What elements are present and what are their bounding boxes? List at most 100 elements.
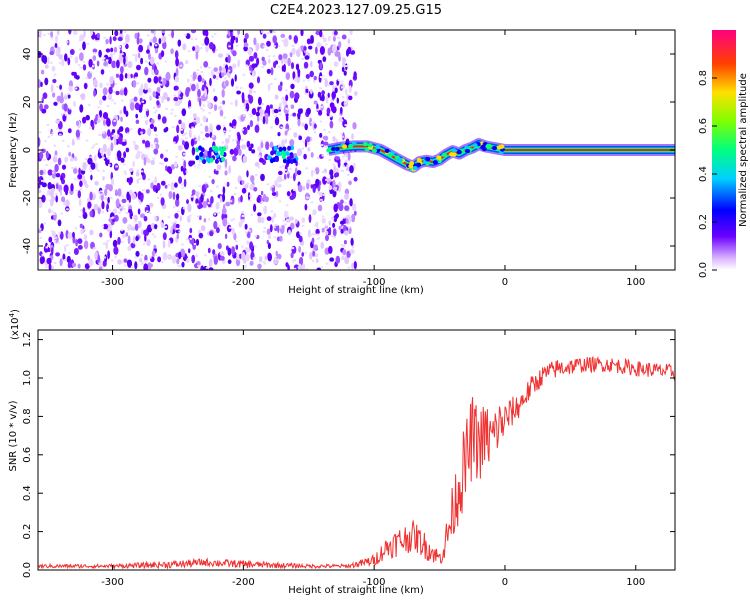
spectrogram-cluster-cell [281,154,286,160]
spectrogram-noise-dot [325,95,329,104]
spectrogram-faint-cell [267,32,270,35]
spectrogram-noise-dot [88,258,94,267]
spectrogram-noise-dot [120,157,125,163]
spectrogram-noise-dot [124,73,128,79]
spectrogram-faint-cell [157,196,160,199]
spectrogram-faint-cell [98,206,102,209]
spectrogram-noise-dot [232,155,237,162]
spectrogram-faint-cell [108,227,112,230]
spectrogram-noise-dot [333,30,338,36]
spectrogram-faint-cell [308,197,311,200]
spectrogram-noise-dot [97,114,101,124]
spectrogram-faint-cell [347,174,350,176]
spectrogram-faint-cell [325,43,328,46]
spectrogram-noise-dot [154,215,157,221]
spectrogram-faint-cell [53,240,57,243]
spectrogram-noise-dot [292,112,297,117]
spectrogram-noise-dot [71,262,77,268]
spectrogram-noise-dot [339,106,343,114]
spectrogram-faint-cell [91,146,94,149]
spectrogram-faint-cell [92,192,95,195]
spectrogram-noise-dot [224,158,228,168]
spectrogram-noise-dot [121,141,127,146]
spectrogram-faint-cell [301,147,305,150]
spectrogram-faint-cell [211,135,215,138]
spectrogram-y-ticks: 40 20 0 -20 -40 [22,48,675,254]
spectrogram-faint-cell [109,197,113,199]
spectrogram-noise-dot [129,102,135,111]
spectrogram-noise-dot [349,165,354,174]
spectrogram-noise-dot [137,150,141,159]
spectrogram-noise-dot [75,75,80,80]
spectrogram-noise-dot [278,54,283,61]
spectrogram-faint-cell [213,33,217,36]
spectrogram-noise-dot [174,50,179,59]
spectrogram-faint-cell [200,70,204,73]
spectrogram-noise-dot [117,129,120,135]
spectrogram-faint-cell [237,116,240,119]
spectrogram-faint-cell [65,41,69,44]
spectrogram-noise-dot [271,216,275,224]
spectrogram-noise-dot [246,240,250,245]
spectrogram-faint-cell [124,31,127,34]
spectrogram-noise-dot [123,87,128,96]
spectrogram-noise-dot [150,118,155,125]
spectrogram-faint-cell [122,205,125,208]
spectrogram-faint-cell [183,153,186,156]
spectrogram-faint-cell [118,211,121,214]
spectrogram-faint-cell [50,134,53,136]
spectrogram-y-tick-label: -40 [22,238,33,254]
spectrogram-noise-dot [339,220,345,225]
spectrogram-noise-dot [231,246,236,256]
spectrogram-noise-dot [197,135,201,142]
spectrogram-noise-dot [144,140,151,149]
spectrogram-noise-dot [49,51,54,56]
spectrogram-noise-dot [249,241,254,251]
spectrogram-noise-dot [240,219,245,224]
spectrogram-noise-dot [74,156,78,161]
spectrogram-noise-dot [250,175,255,183]
spectrogram-faint-cell [171,108,174,111]
spectrogram-faint-cell [341,86,344,89]
spectrogram-faint-cell [97,106,100,109]
spectrogram-noise-dot [305,74,310,79]
spectrogram-noise-dot [203,218,207,223]
spectrogram-noise-dot [111,60,117,69]
ridge-cell [412,166,418,171]
spectrogram-faint-cell [210,190,213,193]
spectrogram-noise-dot [91,123,95,131]
spectrogram-noise-dot [289,216,294,221]
spectrogram-faint-cell [325,227,328,230]
spectrogram-noise-dot [254,124,260,133]
spectrogram-noise-dot [116,134,120,139]
spectrogram-noise-dot [82,161,87,171]
spectrogram-faint-cell [111,134,115,137]
spectrogram-faint-cell [325,262,329,265]
spectrogram-noise-dot [322,56,327,62]
spectrogram-noise-dot [119,73,124,82]
spectrogram-faint-cell [47,135,51,138]
spectrogram-cluster-cell [198,145,203,151]
colorbar-tick-label: 0.0 [698,262,709,278]
spectrogram-noise-dot [315,221,319,228]
spectrogram-faint-cell [331,235,335,238]
spectrogram-noise-dot [50,84,54,93]
spectrogram-faint-cell [199,123,203,126]
ridge-cell [334,146,340,152]
spectrogram-panel: -300 -200 -100 0 100 40 20 0 -20 -40 Height of s… [8,29,676,296]
spectrogram-noise-dot [143,215,148,222]
spectrogram-cluster-cell [278,146,283,152]
spectrogram-noise-dot [150,159,155,166]
spectrogram-noise-dot [322,176,327,185]
spectrogram-noise-dot [195,191,200,196]
spectrogram-noise-dot [344,205,350,212]
spectrogram-faint-cell [141,170,144,173]
spectrogram-faint-cell [112,52,115,55]
spectrogram-faint-cell [111,259,114,262]
spectrogram-noise-dot [251,108,257,115]
spectrogram-noise-dot [113,246,119,255]
spectrogram-noise-dot [321,90,325,96]
spectrogram-noise-dot [138,44,144,53]
spectrogram-noise-dot [59,84,62,90]
spectrogram-faint-cell [102,59,105,61]
